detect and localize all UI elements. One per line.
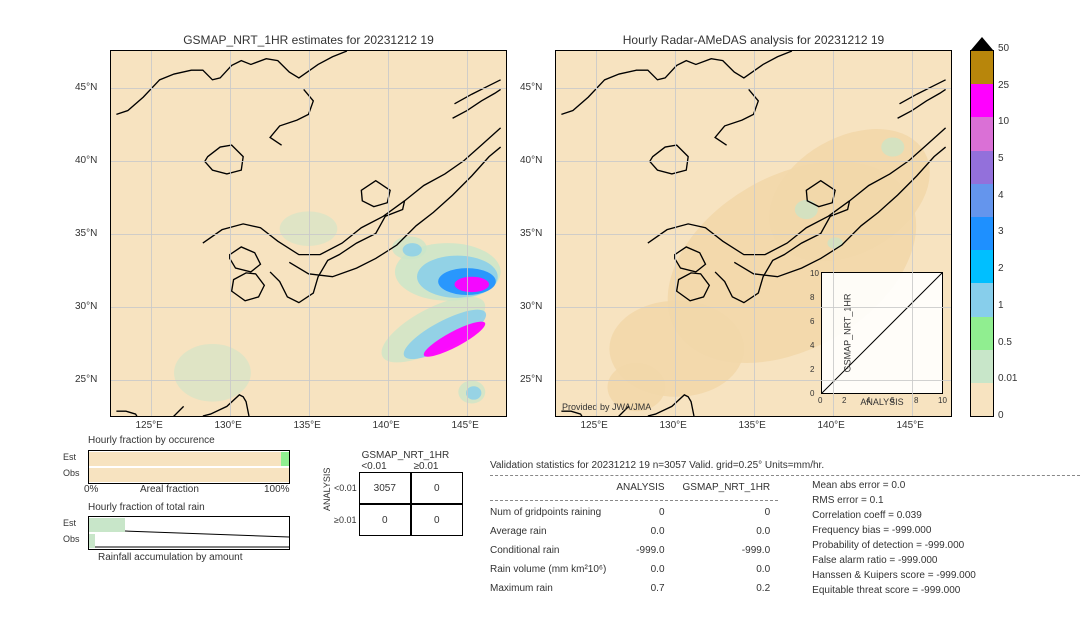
inset-ylabel: GSMAP_NRT_1HR bbox=[842, 294, 852, 373]
occ-axis-right: 100% bbox=[264, 484, 290, 495]
colorbar-cap bbox=[970, 36, 994, 50]
map-attribution: Provided by JWA/JMA bbox=[562, 402, 651, 412]
stats-title: Validation statistics for 20231212 19 n=… bbox=[490, 458, 1080, 473]
validation-figure: GSMAP_NRT_1HR estimates for 20231212 19 … bbox=[10, 10, 1080, 622]
occ-axis-mid: Areal fraction bbox=[140, 484, 199, 495]
colorbar-body bbox=[970, 50, 994, 417]
map-right-panel: Hourly Radar-AMeDAS analysis for 2023121… bbox=[555, 50, 952, 417]
occurrence-title: Hourly fraction by occurence bbox=[88, 435, 215, 446]
totalrain-title: Hourly fraction of total rain bbox=[88, 502, 205, 513]
map-left-panel: GSMAP_NRT_1HR estimates for 20231212 19 … bbox=[110, 50, 507, 417]
contingency-table: GSMAP_NRT_1HR<0.01≥0.01ANALYSIS<0.01≥0.0… bbox=[320, 450, 463, 536]
stats-right-col: Mean abs error = 0.0RMS error = 0.1Corre… bbox=[812, 478, 976, 598]
totalrain-chart: EstObs bbox=[88, 516, 290, 550]
stats-block: Validation statistics for 20231212 19 n=… bbox=[490, 458, 1080, 598]
colorbar-ticks: 502510543210.50.010 bbox=[998, 44, 1017, 421]
totalrain-footer: Rainfall accumulation by amount bbox=[98, 552, 243, 563]
stats-divider bbox=[490, 475, 1080, 476]
inset-scatter: ANALYSIS GSMAP_NRT_1HR 00224466881010 bbox=[821, 272, 943, 394]
occ-axis-left: 0% bbox=[84, 484, 98, 495]
occurrence-chart: EstObs bbox=[88, 450, 290, 484]
map-right-title: Hourly Radar-AMeDAS analysis for 2023121… bbox=[623, 33, 884, 47]
inset-svg bbox=[822, 273, 942, 393]
stats-table: ANALYSISGSMAP_NRT_1HRNum of gridpoints r… bbox=[490, 478, 788, 598]
map-left-title: GSMAP_NRT_1HR estimates for 20231212 19 bbox=[183, 33, 434, 47]
